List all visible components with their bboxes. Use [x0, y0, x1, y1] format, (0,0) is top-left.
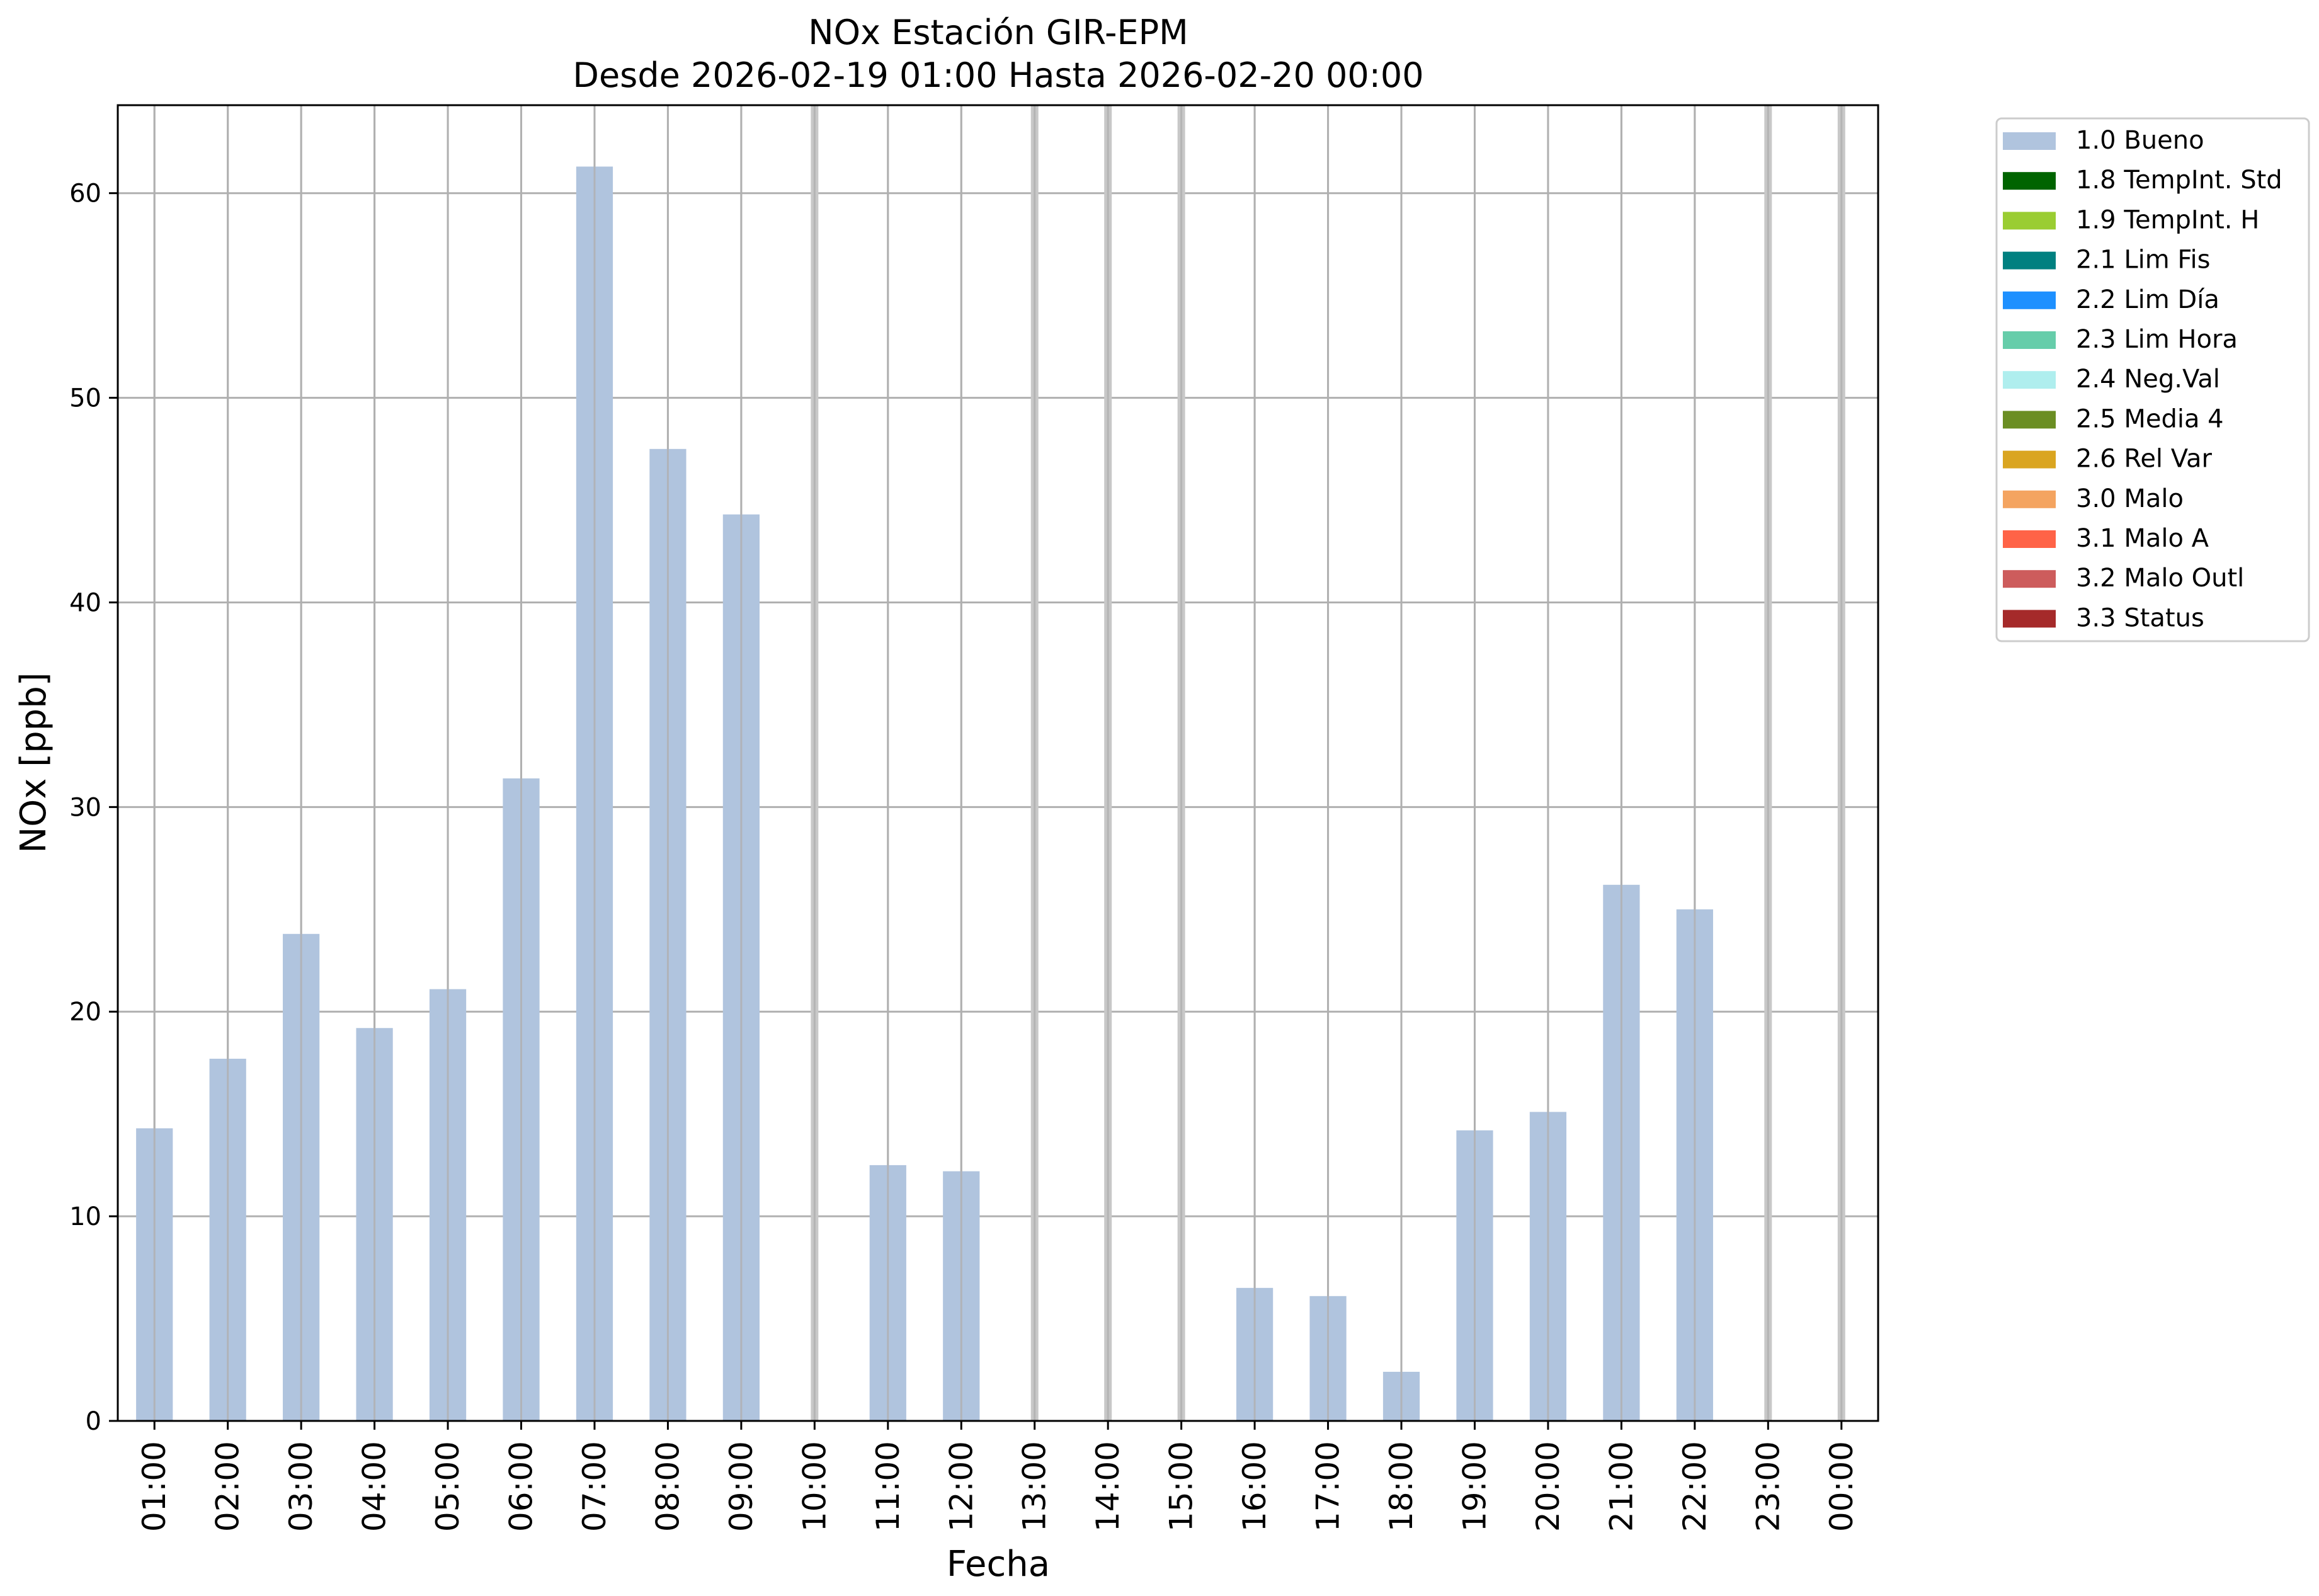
plot-frame	[117, 104, 1879, 1422]
ticks: 0 10 20 30 40 50 60 01:00 02:00 03:00 04:00 05:00 06…	[69, 180, 1860, 1532]
x-tick-label: 23:00	[1750, 1441, 1786, 1532]
legend-label: 2.2 Lim Día	[2076, 285, 2219, 314]
y-tick-label: 30	[69, 793, 101, 822]
x-tick-label: 22:00	[1677, 1441, 1713, 1532]
x-tick-label: 14:00	[1090, 1441, 1126, 1532]
legend-swatch	[2003, 251, 2056, 270]
y-tick-label: 0	[86, 1407, 101, 1436]
x-tick-label: 17:00	[1310, 1441, 1347, 1532]
legend-label: 3.3 Status	[2076, 603, 2204, 632]
legend: 1.0 Bueno 1.8 TempInt. Std 1.9 TempInt. H 2…	[1995, 117, 2310, 642]
legend-box	[1995, 117, 2310, 642]
x-tick-label: 05:00	[430, 1441, 466, 1532]
x-tick-label: 16:00	[1236, 1441, 1273, 1532]
x-tick-label: 01:00	[136, 1441, 173, 1532]
x-tick-label: 15:00	[1163, 1441, 1200, 1532]
legend-label: 3.2 Malo Outl	[2076, 564, 2244, 593]
x-tick-label: 07:00	[576, 1441, 613, 1532]
legend-swatch	[2003, 610, 2056, 628]
legend-swatch	[2003, 371, 2056, 389]
x-tick-label: 19:00	[1456, 1441, 1493, 1532]
legend-swatch	[2003, 212, 2056, 230]
y-axis-label: NOx [ppb]	[13, 672, 54, 853]
x-tick-label: 18:00	[1383, 1441, 1420, 1532]
x-tick-label: 06:00	[503, 1441, 540, 1532]
legend-label: 1.8 TempInt. Std	[2076, 166, 2282, 195]
y-tick-label: 20	[69, 998, 101, 1027]
x-tick-label: 12:00	[943, 1441, 979, 1532]
legend-label: 3.1 Malo A	[2076, 524, 2209, 553]
y-tick-label: 40	[69, 588, 101, 617]
legend-swatch	[2003, 411, 2056, 429]
legend-swatch	[2003, 530, 2056, 548]
x-tick-label: 21:00	[1603, 1441, 1639, 1532]
legend-label: 1.0 Bueno	[2076, 126, 2204, 155]
legend-label: 3.0 Malo	[2076, 484, 2184, 513]
legend-label: 2.1 Lim Fis	[2076, 246, 2210, 275]
legend-swatch	[2003, 450, 2056, 469]
x-tick-label: 04:00	[356, 1441, 393, 1532]
y-tick-label: 10	[69, 1202, 101, 1231]
legend-label: 2.5 Media 4	[2076, 404, 2224, 433]
chart-subtitle: Desde 2026-02-19 01:00 Hasta 2026-02-20 …	[573, 55, 1423, 95]
x-tick-label: 09:00	[723, 1441, 760, 1532]
x-tick-label: 20:00	[1530, 1441, 1566, 1532]
y-tick-label: 60	[69, 180, 101, 208]
legend-swatch	[2003, 132, 2056, 150]
legend-swatch	[2003, 490, 2056, 508]
x-tick-label: 11:00	[870, 1441, 906, 1532]
x-tick-label: 03:00	[283, 1441, 319, 1532]
y-tick-label: 50	[69, 384, 101, 413]
legend-swatch	[2003, 291, 2056, 309]
chart-title: NOx Estación GIR-EPM	[808, 13, 1188, 52]
legend-label: 2.6 Rel Var	[2076, 445, 2213, 474]
x-tick-label: 02:00	[210, 1441, 246, 1532]
legend-label: 2.4 Neg.Val	[2076, 365, 2220, 394]
legend-swatch	[2003, 172, 2056, 190]
x-tick-label: 08:00	[649, 1441, 686, 1532]
x-tick-label: 10:00	[796, 1441, 833, 1532]
legend-label: 2.3 Lim Hora	[2076, 325, 2238, 354]
legend-label: 1.9 TempInt. H	[2076, 205, 2259, 234]
bars	[136, 105, 1843, 1422]
legend-swatch	[2003, 570, 2056, 588]
x-tick-label: 00:00	[1823, 1441, 1860, 1532]
x-axis-label: Fecha	[947, 1544, 1050, 1585]
x-tick-label: 13:00	[1017, 1441, 1053, 1532]
legend-swatch	[2003, 331, 2056, 349]
